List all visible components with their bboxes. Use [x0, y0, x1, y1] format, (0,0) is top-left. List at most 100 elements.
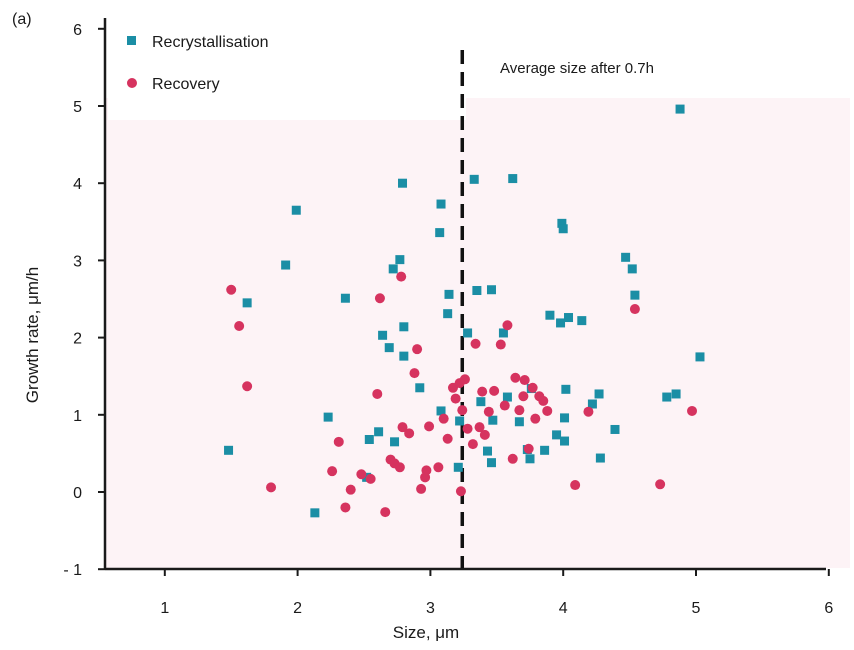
recovery-point [409, 368, 420, 379]
recrystallisation-point [455, 416, 465, 426]
recovery-point [333, 436, 344, 447]
recovery-point [519, 375, 530, 386]
x-tick-label: 3 [426, 600, 435, 617]
plot-background [105, 98, 850, 568]
recrystallisation-point [557, 218, 567, 228]
recrystallisation-point [281, 260, 291, 270]
x-tick-label: 6 [824, 600, 833, 617]
recrystallisation-point [545, 310, 555, 320]
recrystallisation-point [472, 286, 482, 296]
recovery-point [438, 413, 449, 424]
recovery-point [479, 429, 490, 440]
recrystallisation-point [621, 252, 631, 262]
recovery-point [424, 421, 435, 432]
recrystallisation-point [695, 352, 705, 362]
reference-line-label: Average size after 0.7h [500, 60, 654, 77]
recovery-point [499, 400, 510, 411]
x-axis-ticks: 1 2 3 4 5 6 [160, 569, 833, 617]
recrystallisation-point [560, 436, 570, 446]
recrystallisation-point [662, 392, 672, 402]
recrystallisation-point [488, 415, 498, 425]
recovery-point [457, 405, 468, 416]
recrystallisation-point [469, 174, 479, 184]
recovery-point [412, 344, 423, 355]
recovery-point [477, 386, 488, 397]
recovery-point [538, 395, 549, 406]
x-tick-label: 1 [160, 600, 169, 617]
recrystallisation-point [552, 430, 562, 440]
recrystallisation-point [384, 343, 394, 353]
x-tick-label: 2 [293, 600, 302, 617]
legend-label-recrystallisation: Recrystallisation [152, 34, 268, 51]
recrystallisation-point [435, 228, 445, 238]
recovery-point [397, 422, 408, 433]
recovery-point [394, 462, 405, 473]
recrystallisation-point [486, 285, 496, 295]
recovery-point [655, 479, 666, 490]
recovery-point [687, 405, 698, 416]
recovery-point [266, 482, 277, 493]
recrystallisation-point [398, 178, 408, 188]
recovery-point [459, 374, 470, 385]
recovery-point [462, 423, 473, 434]
recovery-point [518, 391, 529, 402]
recrystallisation-point [378, 330, 388, 340]
recrystallisation-point [675, 104, 685, 114]
recovery-point [570, 480, 581, 491]
y-tick-label: 6 [73, 22, 82, 39]
recrystallisation-point [291, 205, 301, 215]
y-tick-label: 1 [73, 408, 82, 425]
recovery-point [467, 439, 478, 450]
y-tick-label: 4 [73, 176, 82, 193]
recrystallisation-point [508, 174, 518, 184]
panel-label: (a) [12, 11, 32, 28]
x-axis-title: Size, μm [393, 623, 459, 642]
recovery-point [510, 372, 521, 383]
x-tick-label: 4 [559, 600, 568, 617]
recrystallisation-point [399, 351, 409, 361]
recrystallisation-point [399, 322, 409, 332]
recovery-point [542, 405, 553, 416]
recrystallisation-point [390, 437, 400, 447]
y-axis-title: Growth rate, μm/h [23, 267, 42, 403]
recovery-point [474, 422, 485, 433]
recrystallisation-point [671, 389, 681, 399]
recovery-point [226, 284, 237, 295]
recrystallisation-point [395, 255, 405, 265]
recovery-point [242, 381, 253, 392]
recrystallisation-point [415, 383, 425, 393]
recrystallisation-point [453, 462, 463, 472]
recrystallisation-point [525, 454, 535, 464]
recovery-point [365, 473, 376, 484]
recovery-point [502, 320, 513, 331]
legend-box [108, 14, 466, 120]
recovery-point [421, 465, 432, 476]
recrystallisation-point [498, 328, 508, 338]
recrystallisation-point [463, 328, 473, 338]
recrystallisation-point [486, 458, 496, 468]
recrystallisation-point [564, 313, 574, 323]
recovery-point [433, 462, 444, 473]
recrystallisation-point [388, 264, 398, 274]
recovery-point [495, 339, 506, 350]
recrystallisation-point [444, 289, 454, 299]
legend-marker-recovery [127, 78, 137, 88]
recovery-point [514, 405, 525, 416]
data-points [224, 104, 705, 518]
recovery-point [416, 483, 427, 494]
recrystallisation-point [443, 309, 453, 319]
recovery-point [234, 321, 245, 332]
recrystallisation-point [502, 392, 512, 402]
recovery-point [450, 393, 461, 404]
annotation-box [466, 14, 850, 98]
y-tick-label: 3 [73, 253, 82, 270]
y-tick-label: - 1 [63, 562, 82, 579]
recrystallisation-point [556, 318, 566, 328]
recrystallisation-point [436, 199, 446, 209]
recovery-point [327, 466, 338, 477]
recovery-point [629, 304, 640, 315]
recovery-point [396, 271, 407, 282]
recovery-point [356, 469, 367, 480]
recrystallisation-point [595, 453, 605, 463]
